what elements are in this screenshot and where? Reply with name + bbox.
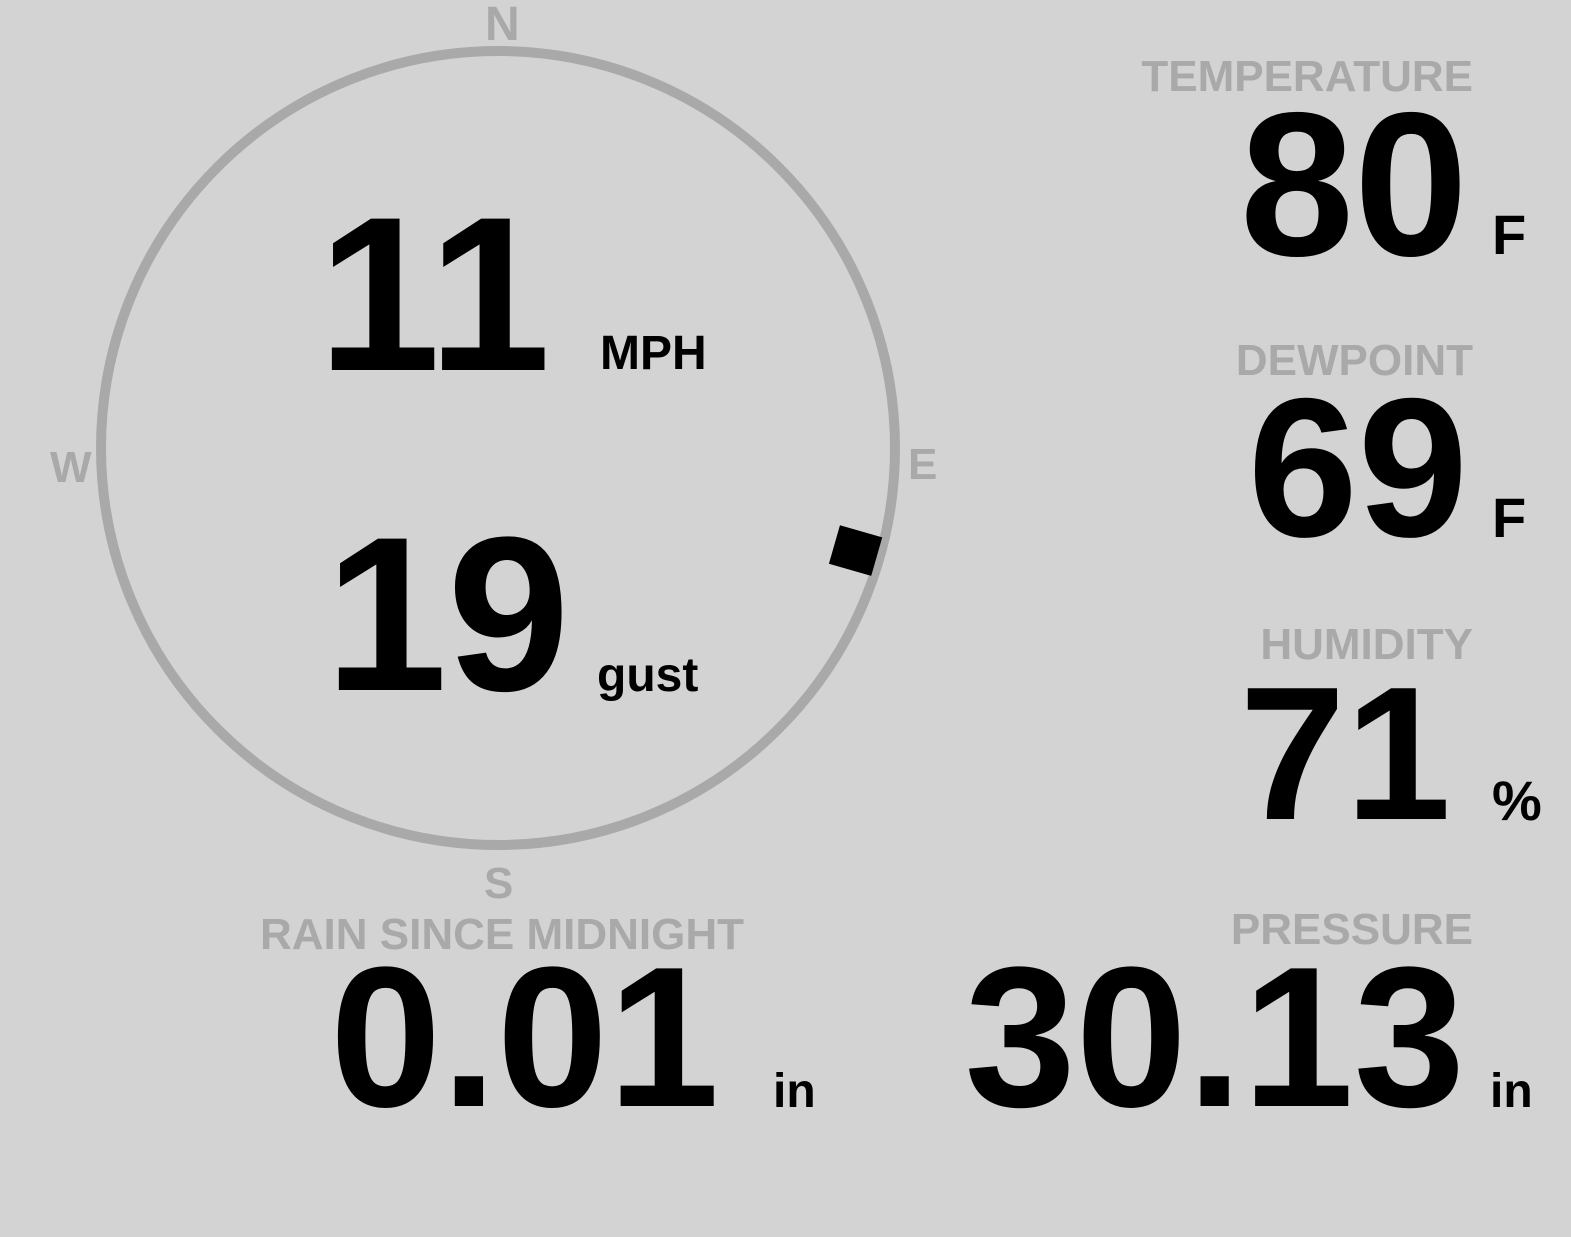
humidity-label: HUMIDITY [1260,620,1473,669]
compass-west: W [50,443,92,492]
wind-gust-unit: gust [597,649,699,702]
dewpoint-label: DEWPOINT [1235,336,1473,385]
wind-speed-value: 11 [318,171,551,417]
humidity-value: 71 [1239,648,1451,860]
compass-south: S [484,859,514,908]
dewpoint-value: 69 [1247,357,1468,578]
wind-speed-unit: MPH [600,327,707,380]
pressure-unit: in [1490,1065,1533,1118]
wind-direction-marker [828,525,883,576]
humidity-unit: % [1492,769,1542,832]
temperature-value: 80 [1239,70,1468,299]
compass-north: N [485,0,520,51]
pressure-label: PRESSURE [1230,905,1473,954]
pressure-value: 30.13 [964,926,1466,1149]
compass-east: E [908,440,938,489]
rain-value: 0.01 [330,926,720,1149]
wind-gust-value: 19 [325,491,570,737]
temperature-unit: F [1492,203,1527,266]
dewpoint-unit: F [1492,486,1527,549]
temperature-label: TEMPERATURE [1141,52,1473,101]
rain-label: RAIN SINCE MIDNIGHT [260,910,744,959]
compass-ring [96,46,900,850]
rain-unit: in [773,1065,816,1118]
